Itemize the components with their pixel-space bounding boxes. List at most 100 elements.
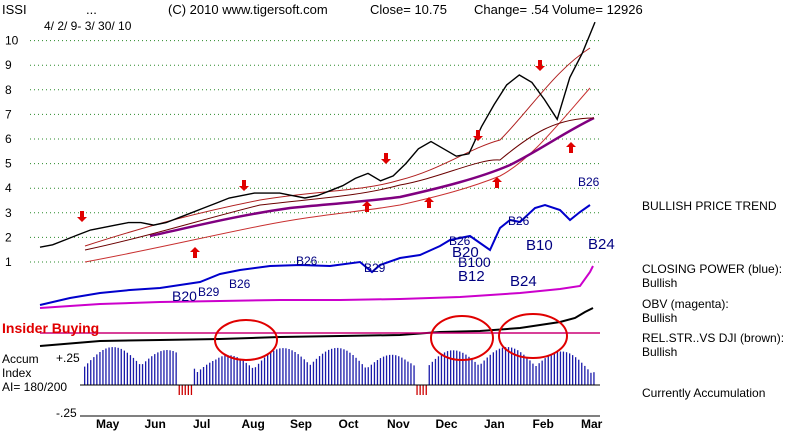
price-line <box>39 21 596 248</box>
accum-index-bars <box>84 347 595 395</box>
accum-bar <box>434 358 437 385</box>
moving-average <box>149 116 595 238</box>
accum-bar <box>410 363 412 385</box>
accum-bar <box>538 363 540 385</box>
accum-bar <box>145 361 147 385</box>
rel-str-line <box>39 307 594 347</box>
ticker-ellipsis: ... <box>86 2 97 17</box>
month-axis: May Jun Jul Aug Sep Oct Nov Dec Jan Feb Mar <box>96 417 603 431</box>
accum-bar <box>212 361 214 385</box>
accum-bar <box>471 359 473 385</box>
accum-bar <box>114 347 116 385</box>
signal-label: B100 <box>458 254 491 270</box>
accum-bar <box>132 357 135 385</box>
accum-bar <box>364 367 366 385</box>
volume-value: Volume= 12926 <box>552 2 643 17</box>
accum-bar <box>111 347 113 385</box>
accum-bar <box>294 352 296 385</box>
ticker-symbol: ISSI <box>2 2 27 17</box>
accum-bar <box>129 355 132 385</box>
buy-arrows <box>190 142 576 258</box>
closing-power-status: Bullish <box>642 276 678 290</box>
price-tick-label: 1 <box>5 255 12 269</box>
accum-bar <box>184 385 186 395</box>
accum-bar <box>321 353 324 385</box>
accum-bar <box>206 364 208 385</box>
date-range: 4/ 2/ 9- 3/ 30/ 10 <box>44 19 132 33</box>
price-gridlines <box>30 40 600 263</box>
accum-bar <box>431 361 433 385</box>
accum-bar <box>425 385 427 395</box>
accum-bar <box>260 360 263 385</box>
accum-bar <box>556 351 559 385</box>
accum-bar <box>382 356 385 385</box>
accum-bar <box>267 354 269 385</box>
accum-bar <box>584 365 586 385</box>
accum-bar <box>297 354 299 385</box>
accum-bar <box>209 362 211 385</box>
signal-label: B12 <box>458 268 485 285</box>
accum-bar <box>251 367 254 385</box>
accum-bar <box>392 354 394 385</box>
accum-bar <box>99 352 101 385</box>
accum-bar <box>324 351 327 385</box>
accum-bar <box>257 363 260 385</box>
accum-bar <box>385 355 388 385</box>
index-label: Index <box>2 366 32 380</box>
accum-bar <box>395 355 397 385</box>
signal-label: B26 <box>578 175 600 189</box>
accum-bar <box>349 352 351 385</box>
accum-tick-plus: +.25 <box>56 351 80 365</box>
accum-bar <box>227 355 229 385</box>
accum-bar <box>428 365 430 385</box>
accum-bar <box>270 352 272 385</box>
accum-bar <box>575 357 577 385</box>
month-label: Oct <box>339 417 359 431</box>
price-tick-label: 9 <box>5 58 12 72</box>
price-trend-label: BULLISH PRICE TREND <box>642 199 777 213</box>
accum-bar <box>221 356 223 385</box>
accum-bar <box>520 352 522 385</box>
price-tick-label: 3 <box>5 206 12 220</box>
accum-bar <box>117 347 119 385</box>
accum-bar <box>453 350 455 385</box>
accum-bar <box>148 358 150 385</box>
accum-bar <box>141 364 144 385</box>
accum-bar <box>443 352 446 385</box>
rel-str-label: REL.STR..VS DJI (brown): <box>642 331 785 345</box>
accum-bar <box>590 372 592 385</box>
accum-tick-minus: -.25 <box>56 406 77 420</box>
price-tick-label: 10 <box>5 34 19 48</box>
accum-bar <box>398 356 400 385</box>
accum-bar <box>474 361 476 385</box>
month-label: Aug <box>242 417 265 431</box>
accum-bar <box>135 360 138 385</box>
accum-bar <box>480 363 482 385</box>
accum-bar <box>309 364 311 385</box>
accum-bar <box>90 360 92 385</box>
accum-bar <box>300 356 302 385</box>
accum-bar <box>565 352 568 385</box>
accum-bar <box>288 349 290 385</box>
rel-str-status: Bullish <box>642 345 678 359</box>
accum-bar <box>178 385 180 395</box>
close-value: Close= 10.75 <box>370 2 447 17</box>
accum-bar <box>282 348 284 385</box>
accum-bar <box>456 350 458 385</box>
accum-bar <box>279 348 281 385</box>
copyright: (C) 2010 www.tigersoft.com <box>168 2 328 17</box>
accum-bar <box>102 350 104 385</box>
accum-bar <box>93 357 95 385</box>
accum-bar <box>477 364 479 385</box>
obv-status: Bullish <box>642 311 678 325</box>
accum-bar <box>422 385 424 395</box>
upper-band <box>84 47 591 247</box>
accum-bar <box>523 354 525 385</box>
accum-bar <box>346 350 348 385</box>
insider-buying-circle-dec <box>430 315 494 361</box>
change-value: Change= .54 <box>474 2 549 17</box>
accum-bar <box>355 357 357 385</box>
accum-bar <box>459 351 461 385</box>
accum-bar <box>446 351 449 385</box>
